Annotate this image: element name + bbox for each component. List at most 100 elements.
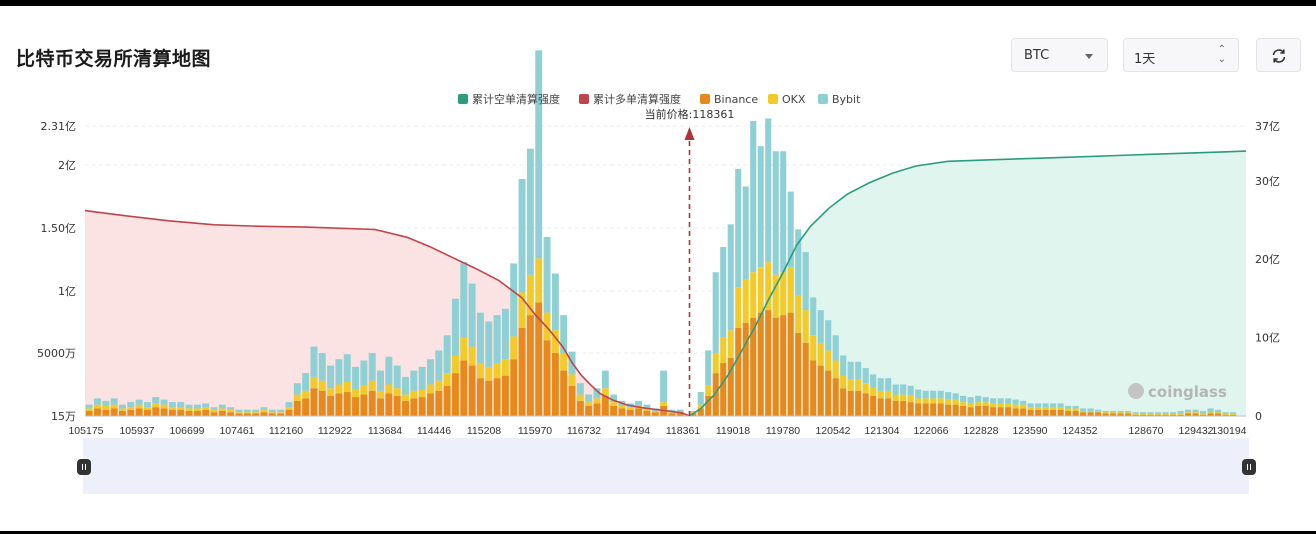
long-bar-okx — [352, 389, 360, 398]
long-bar-binance — [385, 393, 393, 416]
short-bar-bybit — [742, 186, 749, 280]
long-bar-binance — [601, 395, 609, 416]
long-bar-okx — [610, 402, 618, 406]
short-bar-okx — [1102, 412, 1109, 414]
short-bar-binance — [712, 373, 719, 416]
long-bar-binance — [235, 413, 243, 416]
short-bar-binance — [877, 398, 884, 416]
short-bar-bybit — [1080, 408, 1087, 411]
short-bar-bybit — [1170, 412, 1177, 414]
long-bar-okx — [660, 402, 668, 406]
period-select[interactable]: 1天 ⌃ ⌄ — [1123, 38, 1239, 72]
short-bar-okx — [832, 360, 839, 379]
long-bar-bybit — [485, 321, 493, 367]
long-bar-bybit — [185, 404, 193, 409]
short-bar-binance — [1057, 409, 1064, 416]
short-bar-bybit — [772, 151, 779, 275]
short-bar-bybit — [787, 191, 794, 268]
short-bar-bybit — [975, 395, 982, 403]
short-bar-okx — [1215, 412, 1222, 414]
bars-layer — [85, 50, 1237, 416]
long-bar-binance — [418, 397, 426, 416]
short-bar-bybit — [1177, 410, 1184, 414]
short-bar-binance — [1065, 410, 1072, 416]
short-bar-binance — [937, 403, 944, 416]
long-bar-binance — [318, 390, 326, 416]
short-bar-bybit — [817, 310, 824, 343]
long-bar-okx — [427, 384, 434, 394]
legend-label: OKX — [782, 93, 806, 106]
zoom-handle-right[interactable] — [1242, 459, 1256, 475]
long-bar-okx — [551, 330, 559, 353]
short-bar-bybit — [750, 120, 757, 273]
short-bar-bybit — [690, 410, 697, 413]
x-tick-label: 122828 — [963, 425, 998, 437]
x-tick-label: 119018 — [716, 425, 750, 437]
long-bar-binance — [143, 409, 151, 416]
short-bar-bybit — [1215, 409, 1222, 413]
y-right-tick-label: 30亿 — [1255, 175, 1280, 188]
x-tick-label: 117494 — [616, 425, 650, 437]
short-bar-binance — [1012, 408, 1019, 416]
short-bar-okx — [1177, 413, 1184, 415]
long-bar-okx — [576, 394, 584, 401]
zoom-handle-left[interactable] — [77, 459, 91, 475]
long-bar-bybit — [493, 315, 501, 364]
long-bar-binance — [476, 378, 484, 416]
long-bar-bybit — [427, 359, 434, 385]
x-tick-label: 130194 — [1211, 425, 1246, 437]
short-bar-bybit — [937, 390, 944, 399]
short-bar-bybit — [862, 368, 869, 384]
short-bar-bybit — [885, 378, 892, 391]
long-bar-okx — [626, 407, 634, 410]
short-bar-binance — [1177, 414, 1184, 416]
short-bar-bybit — [1222, 412, 1229, 414]
x-tick-label: 113684 — [368, 425, 402, 437]
long-bar-binance — [468, 365, 476, 416]
long-bar-binance — [302, 398, 310, 416]
short-bar-bybit — [915, 389, 922, 399]
watermark-text: coinglass — [1148, 383, 1227, 401]
short-bar-binance — [1042, 409, 1049, 416]
long-bar-okx — [668, 412, 676, 414]
x-tick-label: 116732 — [567, 425, 601, 437]
long-bar-binance — [335, 393, 343, 416]
short-bar-okx — [862, 383, 869, 394]
short-bar-okx — [1185, 412, 1192, 414]
short-bar-okx — [1087, 410, 1094, 413]
long-bar-bybit — [501, 308, 509, 360]
short-bar-bybit — [952, 393, 959, 400]
long-bar-bybit — [85, 404, 93, 409]
coin-select[interactable]: BTC — [1011, 38, 1108, 72]
short-bar-bybit — [1020, 400, 1027, 405]
short-bar-binance — [862, 393, 869, 416]
short-bar-bybit — [795, 229, 802, 295]
long-bar-binance — [360, 394, 368, 416]
x-tick-label: 112160 — [269, 425, 303, 437]
short-bar-okx — [900, 394, 907, 401]
long-bar-binance — [285, 409, 293, 416]
long-bar-bybit — [210, 407, 218, 410]
x-tick-label: 128670 — [1128, 425, 1163, 437]
short-bar-bybit — [780, 151, 787, 273]
zoom-slider-track[interactable] — [83, 438, 1249, 494]
short-bar-okx — [825, 350, 832, 371]
short-bar-bybit — [1042, 403, 1049, 408]
x-tick-label: 115970 — [518, 425, 552, 437]
short-bar-bybit — [1140, 412, 1147, 414]
legend-swatch — [818, 94, 828, 104]
long-bar-bybit — [202, 403, 210, 408]
long-bar-binance — [668, 413, 676, 416]
long-bar-binance — [610, 405, 618, 416]
refresh-button[interactable] — [1256, 38, 1301, 72]
short-bar-binance — [900, 400, 907, 416]
short-bar-binance — [1005, 407, 1012, 416]
long-bar-binance — [185, 410, 193, 416]
long-bar-binance — [160, 408, 168, 416]
short-bar-okx — [922, 398, 929, 404]
long-bar-okx — [185, 408, 193, 411]
short-bar-bybit — [1162, 412, 1169, 414]
short-bar-bybit — [1050, 403, 1057, 408]
short-bar-binance — [750, 317, 757, 416]
long-bar-bybit — [601, 370, 609, 389]
